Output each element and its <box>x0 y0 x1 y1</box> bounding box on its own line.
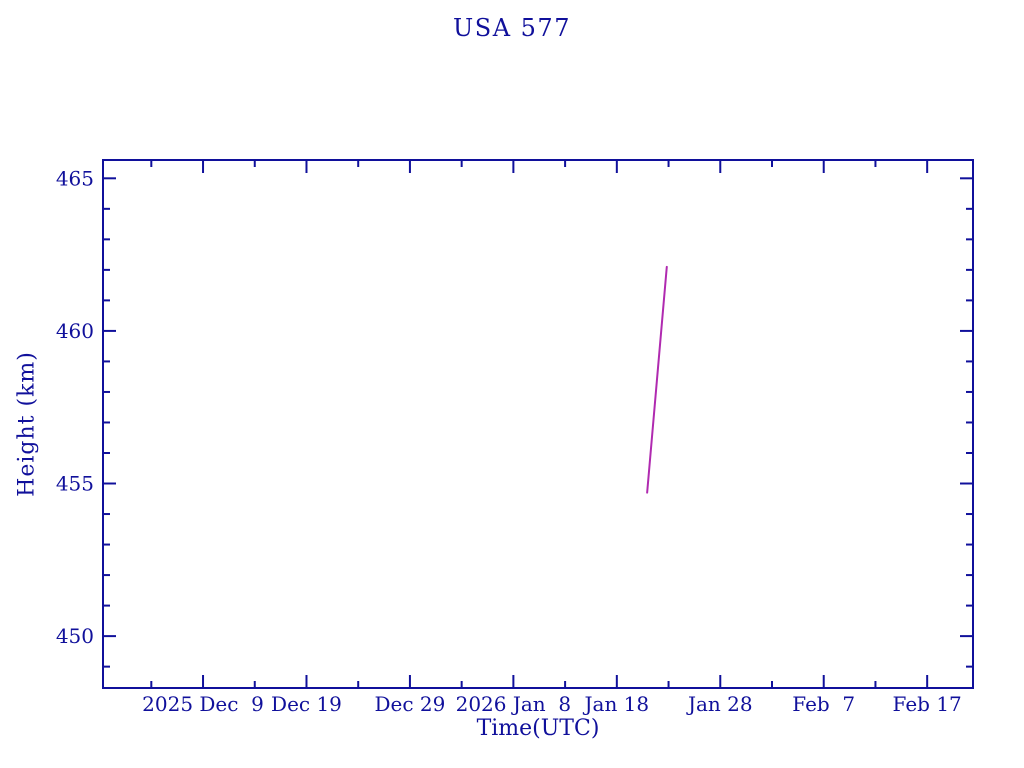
x-tick-label: Jan 28 <box>686 692 753 716</box>
y-tick-label: 455 <box>56 472 94 496</box>
data-line <box>646 265 668 494</box>
x-tick-label: Feb 7 <box>792 692 855 716</box>
plot-border <box>102 159 974 689</box>
x-tick-label: Feb 17 <box>893 692 962 716</box>
chart-title: USA 577 <box>453 14 571 42</box>
x-tick-label: Dec 29 <box>374 692 445 716</box>
x-tick-label: 2026 Jan 8 <box>456 692 572 716</box>
y-tick-label: 465 <box>56 166 94 190</box>
x-tick-label: 2025 Dec 9 <box>142 692 264 716</box>
y-tick-label: 450 <box>56 624 94 648</box>
x-axis-title: Time(UTC) <box>476 716 600 741</box>
x-tick-label: Dec 19 <box>271 692 342 716</box>
y-tick-label: 460 <box>56 319 94 343</box>
x-tick-label: Jan 18 <box>583 692 650 716</box>
